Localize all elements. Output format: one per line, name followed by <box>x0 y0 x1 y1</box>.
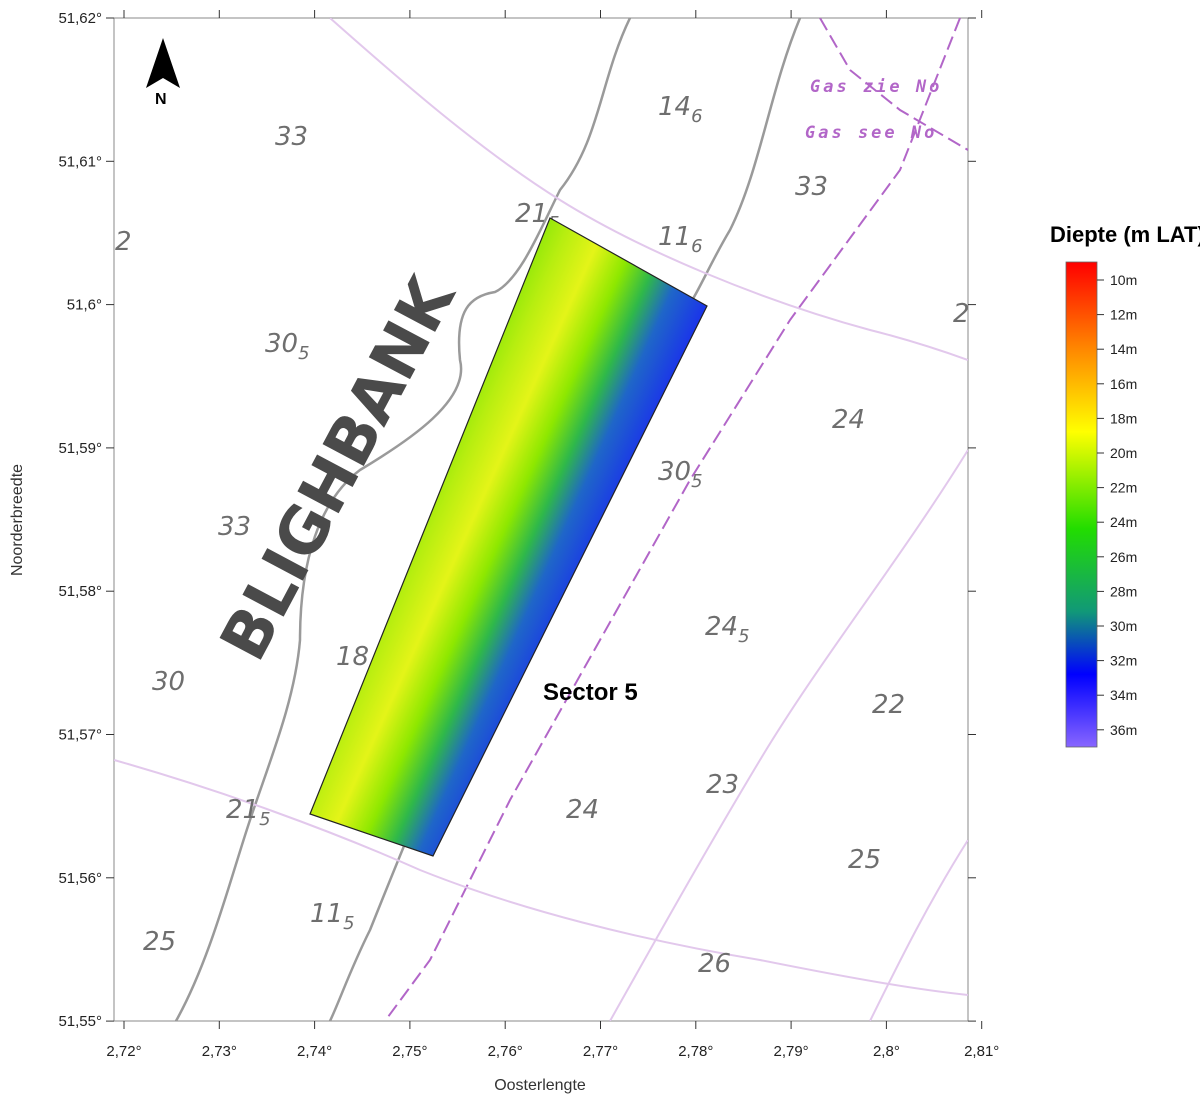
gas-label: Gas see No <box>805 123 937 143</box>
depth-sounding: 22 <box>872 690 905 720</box>
x-tick-label: 2,73° <box>202 1043 237 1060</box>
y-tick-label: 51,59° <box>58 440 102 457</box>
sector-label: Sector 5 <box>543 679 638 706</box>
depth-sounding: 116 <box>658 222 703 257</box>
survey-area-polygon <box>309 217 708 857</box>
y-tick-label: 51,6° <box>67 297 102 314</box>
depth-sounding: 25 <box>848 845 881 875</box>
legend-label: 36m <box>1110 722 1137 738</box>
y-tick-label: 51,62° <box>58 10 102 27</box>
y-tick-label: 51,55° <box>58 1013 102 1030</box>
x-tick-label: 2,76° <box>488 1043 523 1060</box>
axes: 2,72° 2,73° 2,74° 2,75° 2,76° 2,77° 2,78° 2,79°… <box>58 10 999 1060</box>
x-tick-label: 2,74° <box>297 1043 332 1060</box>
depth-sounding: 115 <box>310 899 355 934</box>
chart-background <box>114 18 968 1021</box>
legend-label: 22m <box>1110 480 1137 496</box>
y-axis-title: Noorderbreedte <box>9 464 26 576</box>
x-tick-label: 2,77° <box>583 1043 618 1060</box>
x-tick-label: 2,79° <box>773 1043 808 1060</box>
legend-label: 28m <box>1110 583 1137 599</box>
depth-sounding: 33 <box>795 172 828 202</box>
depth-sounding: 305 <box>265 329 310 364</box>
legend-label: 12m <box>1110 307 1137 323</box>
legend-label: 18m <box>1110 410 1137 426</box>
zone-boundary <box>609 449 968 1021</box>
depth-sounding: 305 <box>658 457 703 492</box>
zone-boundary <box>114 759 968 996</box>
depth-sounding: 33 <box>275 122 308 152</box>
zone-boundary <box>329 18 968 361</box>
svg-text:N: N <box>155 91 167 108</box>
zone-boundary <box>869 839 968 1021</box>
legend-title: Diepte (m LAT) <box>1050 222 1200 247</box>
legend-label: 24m <box>1110 514 1137 530</box>
gas-label: Gas zie No <box>810 77 942 97</box>
depth-sounding: 26 <box>698 949 731 979</box>
pipeline-dashed <box>384 18 961 1021</box>
x-tick-label: 2,81° <box>964 1043 999 1060</box>
legend-label: 10m <box>1110 272 1137 288</box>
legend-label: 34m <box>1110 687 1137 703</box>
y-tick-label: 51,56° <box>58 870 102 887</box>
x-tick-label: 2,75° <box>392 1043 427 1060</box>
depth-sounding: 24 <box>832 405 865 435</box>
depth-sounding: 146 <box>658 92 703 127</box>
legend-label: 16m <box>1110 376 1137 392</box>
legend-label: 20m <box>1110 445 1137 461</box>
x-tick-label: 2,72° <box>106 1043 141 1060</box>
legend-colorbar <box>1065 261 1098 748</box>
legend-label: 26m <box>1110 549 1137 565</box>
x-axis-title: Oosterlengte <box>494 1077 586 1094</box>
y-tick-label: 51,57° <box>58 727 102 744</box>
depth-legend: Diepte (m LAT) 10m 12m 14m 16m 18m 20m 22m 24m 2… <box>1050 222 1200 748</box>
legend-label: 30m <box>1110 618 1137 634</box>
x-tick-label: 2,78° <box>678 1043 713 1060</box>
y-tick-label: 51,58° <box>58 583 102 600</box>
depth-soundings: 1463333221511630522430533245181302223215… <box>115 92 970 979</box>
depth-sounding: 25 <box>143 927 176 957</box>
depth-sounding: 33 <box>218 512 251 542</box>
y-tick-label: 51,61° <box>58 153 102 170</box>
depth-sounding: 245 <box>705 612 750 647</box>
legend-label: 32m <box>1110 653 1137 669</box>
legend-label: 14m <box>1110 341 1137 357</box>
depth-sounding: 24 <box>566 795 599 825</box>
depth-sounding: 30 <box>152 667 185 697</box>
pipeline-dashed <box>819 18 968 151</box>
depth-sounding: 2 <box>953 299 970 329</box>
depth-sounding: 23 <box>706 770 739 800</box>
depth-sounding: 215 <box>226 795 271 830</box>
x-tick-label: 2,8° <box>873 1043 900 1060</box>
north-arrow-icon: N <box>146 38 180 108</box>
depth-sounding: 2 <box>115 227 132 257</box>
